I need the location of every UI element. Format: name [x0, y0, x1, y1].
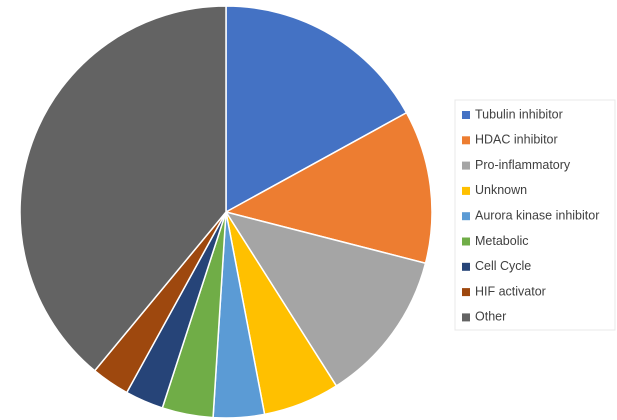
legend-swatch	[462, 237, 470, 246]
legend-label: Other	[475, 310, 506, 324]
legend-label: HDAC inhibitor	[475, 133, 558, 147]
legend-swatch	[462, 313, 470, 322]
pie-slice	[223, 111, 433, 265]
legend-swatch	[462, 262, 470, 271]
legend-swatch	[462, 136, 470, 145]
legend-label: Unknown	[475, 183, 527, 197]
legend-label: HIF activator	[475, 284, 546, 298]
legend-label: Metabolic	[475, 234, 529, 248]
pie-slice	[225, 5, 408, 214]
legend-label: Pro-inflammatory	[475, 158, 571, 172]
legend-label: Cell Cycle	[475, 259, 531, 273]
pie-slice	[224, 210, 427, 387]
legend-box	[454, 99, 616, 331]
legend-label: Aurora kinase inhibitor	[475, 208, 599, 222]
legend-swatch	[462, 212, 470, 221]
legend-label: Tubulin inhibitor	[475, 107, 563, 121]
legend-swatch	[462, 186, 470, 195]
legend-swatch	[462, 288, 470, 297]
legend-swatch	[462, 111, 470, 119]
pie-slice	[19, 5, 227, 372]
legend-swatch	[462, 161, 470, 170]
